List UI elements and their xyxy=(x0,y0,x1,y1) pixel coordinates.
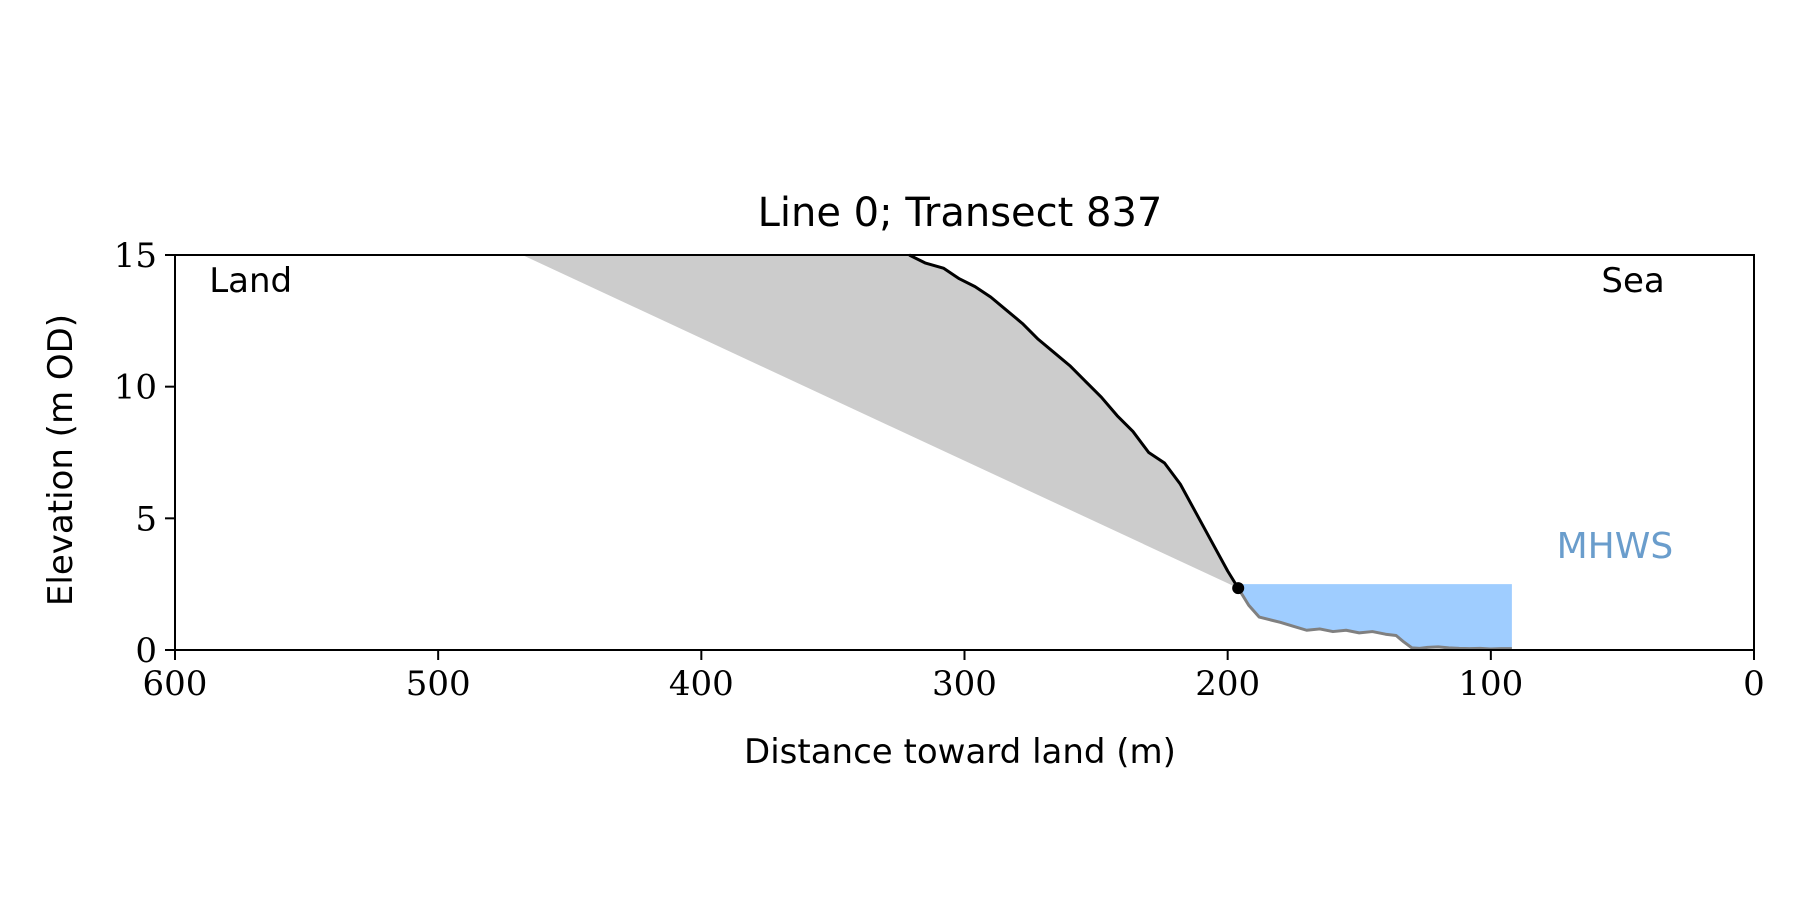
land-annotation: Land xyxy=(209,261,292,301)
x-tick-label: 300 xyxy=(932,664,997,704)
plot-lines xyxy=(908,253,1512,651)
x-tick-label: 0 xyxy=(1743,664,1765,704)
sea-annotation: Sea xyxy=(1601,261,1664,301)
cliff-toe-point xyxy=(1232,582,1245,595)
y-axis: 0 5 10 15 xyxy=(114,236,175,671)
y-tick-label: 15 xyxy=(114,236,157,276)
y-tick-label: 5 xyxy=(135,499,157,539)
x-tick-label: 400 xyxy=(669,664,734,704)
mhws-annotation: MHWS xyxy=(1557,526,1674,567)
mhws-water-area xyxy=(1238,584,1512,649)
beach-profile-line xyxy=(1236,587,1512,651)
x-tick-label: 600 xyxy=(143,664,208,704)
y-axis-label: Elevation (m OD) xyxy=(41,314,81,606)
cliff-profile-line xyxy=(908,253,1240,589)
chart-title: Line 0; Transect 837 xyxy=(758,190,1163,236)
y-tick-label: 0 xyxy=(135,631,157,671)
erosion-area xyxy=(522,255,1239,589)
x-axis-label: Distance toward land (m) xyxy=(744,732,1176,772)
x-tick-label: 200 xyxy=(1195,664,1260,704)
x-tick-label: 100 xyxy=(1458,664,1523,704)
y-tick-label: 10 xyxy=(114,368,157,408)
x-axis: 600 500 400 300 200 100 0 xyxy=(143,650,1765,704)
plot-fills xyxy=(522,255,1512,649)
x-tick-label: 500 xyxy=(406,664,471,704)
